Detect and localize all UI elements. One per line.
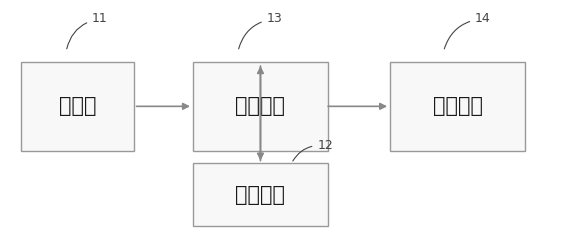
Text: 摄像头: 摄像头 — [59, 96, 96, 116]
Bar — [193, 164, 328, 227]
Bar — [193, 62, 328, 151]
Text: 存储单元: 存储单元 — [235, 185, 285, 205]
Text: 11: 11 — [67, 12, 108, 49]
Text: 13: 13 — [239, 12, 282, 49]
Text: 14: 14 — [444, 12, 491, 49]
Text: 计算单元: 计算单元 — [235, 96, 285, 116]
Text: 12: 12 — [293, 139, 333, 161]
Bar — [390, 62, 525, 151]
Bar — [21, 62, 134, 151]
Text: 通信单元: 通信单元 — [432, 96, 483, 116]
